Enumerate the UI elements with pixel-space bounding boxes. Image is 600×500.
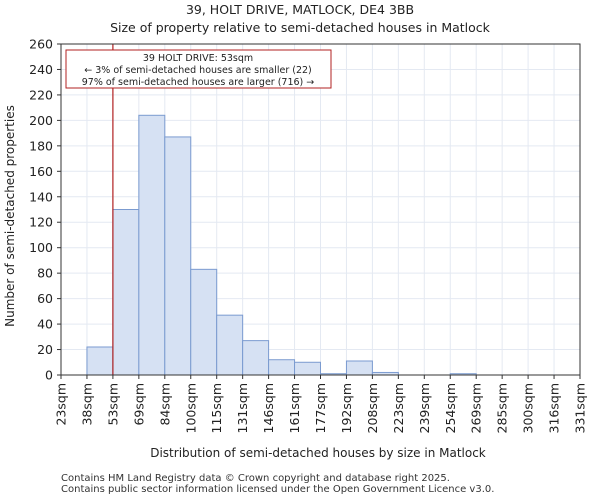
bar-161sqm — [294, 361, 321, 376]
y-tick-label: 220 — [29, 87, 53, 102]
x-tick-label: 208sqm — [365, 383, 380, 433]
y-tick-label: 240 — [29, 62, 53, 77]
y-tick-label: 180 — [29, 138, 53, 153]
histogram-chart: 39, HOLT DRIVE, MATLOCK, DE4 3BB Size of… — [3, 2, 588, 460]
y-tick-labels: 0 20 40 60 80 100 120 140 160 180 200 220 240 260 — [29, 37, 61, 383]
x-tick-label: 254sqm — [443, 383, 458, 433]
y-tick-label: 120 — [29, 215, 53, 230]
x-tick-label: 269sqm — [469, 383, 484, 433]
annotation-line-2: ← 3% of semi-detached houses are smaller… — [84, 65, 312, 76]
x-tick-label: 23sqm — [54, 383, 69, 426]
y-tick-label: 160 — [29, 164, 53, 179]
bar-100sqm — [190, 268, 218, 376]
x-tick-label: 192sqm — [339, 383, 354, 433]
bars — [86, 114, 477, 376]
bar-84sqm — [164, 136, 192, 376]
y-tick-label: 100 — [29, 240, 53, 255]
x-tick-label: 223sqm — [391, 383, 406, 433]
bar-115sqm — [216, 314, 244, 376]
y-tick-label: 40 — [37, 317, 53, 332]
x-tick-label: 316sqm — [547, 383, 562, 433]
bar-146sqm — [268, 359, 296, 376]
bar-69sqm — [138, 114, 166, 376]
y-tick-label: 0 — [45, 368, 53, 383]
x-tick-label: 38sqm — [79, 383, 94, 426]
x-tick-label: 161sqm — [287, 383, 302, 433]
x-tick-label: 331sqm — [573, 383, 588, 433]
x-tick-label: 239sqm — [417, 383, 432, 433]
chart-subtitle: Size of property relative to semi-detach… — [110, 20, 491, 35]
y-tick-label: 20 — [37, 342, 53, 357]
x-tick-label: 100sqm — [183, 383, 198, 433]
y-tick-label: 140 — [29, 189, 53, 204]
annotation-line-3: 97% of semi-detached houses are larger (… — [82, 77, 315, 88]
chart-title: 39, HOLT DRIVE, MATLOCK, DE4 3BB — [186, 2, 414, 17]
annotation-line-1: 39 HOLT DRIVE: 53sqm — [143, 53, 253, 64]
y-tick-label: 200 — [29, 113, 53, 128]
footer-copyright: Contains HM Land Registry data © Crown c… — [61, 473, 450, 484]
annotation-box: 39 HOLT DRIVE: 53sqm ← 3% of semi-detach… — [65, 49, 332, 89]
x-tick-label: 53sqm — [105, 383, 120, 426]
x-axis-label: Distribution of semi-detached houses by … — [150, 446, 486, 460]
x-tick-label: 285sqm — [495, 383, 510, 433]
footer-licence: Contains public sector information licen… — [61, 484, 495, 495]
bar-192sqm — [345, 360, 373, 376]
x-tick-label: 69sqm — [131, 383, 146, 426]
bar-38sqm — [86, 346, 114, 376]
y-tick-label: 260 — [29, 37, 53, 52]
y-tick-label: 80 — [37, 266, 53, 281]
bar-131sqm — [242, 340, 270, 376]
x-tick-label: 131sqm — [235, 383, 250, 433]
bar-53sqm — [112, 209, 140, 376]
y-tick-label: 60 — [37, 291, 53, 306]
x-tick-labels: 23sqm 38sqm 53sqm 69sqm 84sqm 100sqm 115sqm 131… — [54, 375, 588, 433]
x-tick-label: 300sqm — [521, 383, 536, 433]
x-tick-label: 84sqm — [157, 383, 172, 426]
x-tick-label: 146sqm — [261, 383, 276, 433]
x-tick-label: 115sqm — [209, 383, 224, 433]
y-axis-label: Number of semi-detached properties — [3, 105, 17, 327]
x-tick-label: 177sqm — [313, 383, 328, 433]
